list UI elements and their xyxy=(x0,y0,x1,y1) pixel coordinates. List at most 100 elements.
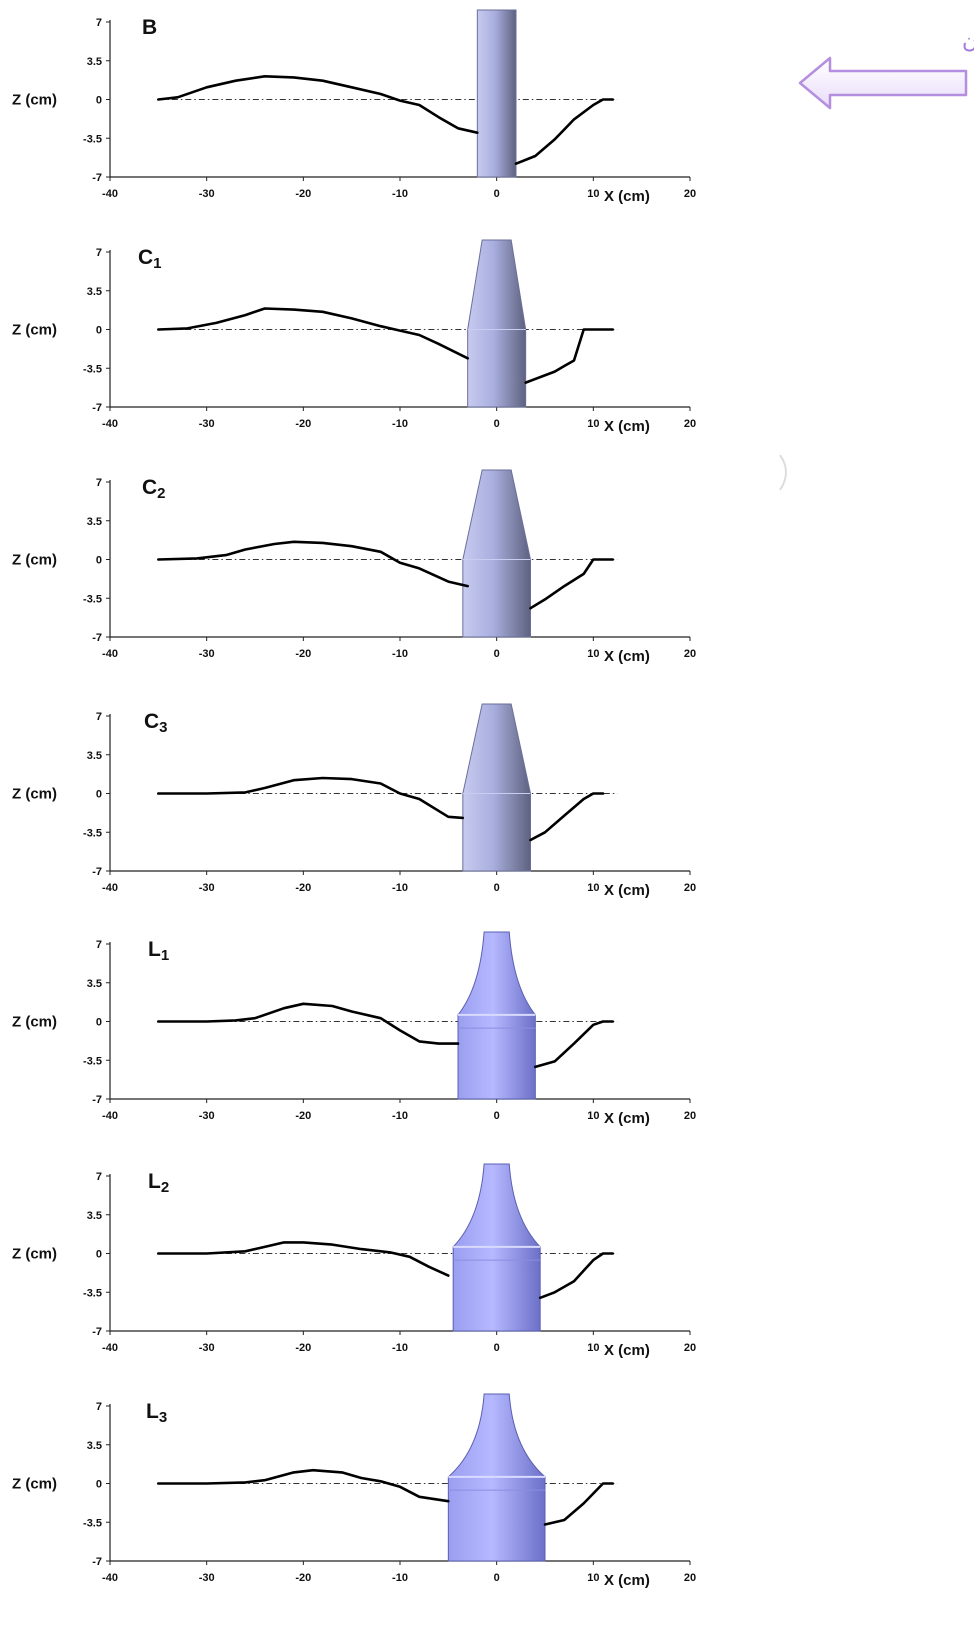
x-tick-label: -20 xyxy=(295,188,311,200)
panel-label-subscript: 1 xyxy=(153,255,161,272)
y-tick-label: 7 xyxy=(96,477,102,489)
y-tick-label: -3.5 xyxy=(83,133,102,145)
x-tick-label: -20 xyxy=(295,1342,311,1354)
y-tick-label: -7 xyxy=(92,172,102,184)
y-tick-label: 7 xyxy=(96,17,102,29)
panel-label: C1 xyxy=(138,246,162,272)
x-tick-label: 10 xyxy=(587,1342,599,1354)
panel-label: C3 xyxy=(144,710,168,736)
y-axis-label: Z (cm) xyxy=(12,786,57,803)
y-tick-label: 7 xyxy=(96,1401,102,1413)
y-tick-label: 7 xyxy=(96,711,102,723)
x-tick-label: 10 xyxy=(587,882,599,894)
panel-label-subscript: 3 xyxy=(159,719,167,736)
panel-label-subscript: 2 xyxy=(157,485,165,502)
y-tick-label: -7 xyxy=(92,632,102,644)
y-tick-label: -7 xyxy=(92,1556,102,1568)
panel-label: L1 xyxy=(148,938,169,964)
y-tick-label: 3.5 xyxy=(87,56,102,68)
x-tick-label: -20 xyxy=(295,1110,311,1122)
y-tick-label: 3.5 xyxy=(87,750,102,762)
x-tick-label: -20 xyxy=(295,648,311,660)
y-tick-label: -3.5 xyxy=(83,827,102,839)
x-tick-label: -10 xyxy=(392,1572,408,1584)
x-tick-label: 0 xyxy=(494,188,500,200)
x-tick-label: -10 xyxy=(392,882,408,894)
x-tick-label: -40 xyxy=(102,882,118,894)
scour-profile-upstream xyxy=(157,1002,460,1045)
y-axis-label: Z (cm) xyxy=(12,322,57,339)
y-tick-label: 0 xyxy=(96,1249,102,1261)
pier-shape xyxy=(462,469,531,638)
panel-label: C2 xyxy=(142,476,166,502)
y-axis-label: Z (cm) xyxy=(12,1476,57,1493)
panel-label-subscript: 3 xyxy=(159,1409,167,1426)
panel-label: L2 xyxy=(148,1170,169,1196)
x-tick-label: 10 xyxy=(587,1572,599,1584)
x-tick-label: -30 xyxy=(199,1572,215,1584)
y-tick-label: 0 xyxy=(96,325,102,337)
x-tick-label: 20 xyxy=(684,1110,696,1122)
x-tick-label: -30 xyxy=(199,188,215,200)
y-axis-label: Z (cm) xyxy=(12,1246,57,1263)
x-tick-label: -40 xyxy=(102,1110,118,1122)
y-tick-label: 0 xyxy=(96,789,102,801)
x-tick-label: 0 xyxy=(494,1342,500,1354)
y-tick-label: 3.5 xyxy=(87,1440,102,1452)
x-tick-label: 20 xyxy=(684,648,696,660)
y-tick-label: 7 xyxy=(96,939,102,951)
x-tick-label: 10 xyxy=(587,418,599,430)
panel-c1: 7 3.5 0 -3.5 -7 Z (cm) -40 -30 -20 -10 0 10 20 X (cm)… xyxy=(12,239,696,435)
y-tick-label: 0 xyxy=(96,555,102,567)
x-tick-label: 20 xyxy=(684,1572,696,1584)
scour-profile-downstream xyxy=(524,328,614,384)
x-axis-label: X (cm) xyxy=(604,188,650,205)
x-tick-label: 0 xyxy=(494,418,500,430)
x-tick-label: -20 xyxy=(295,882,311,894)
y-tick-label: -7 xyxy=(92,866,102,878)
flow-direction-indicator: جهت جریان xyxy=(798,29,974,110)
x-axis-label: X (cm) xyxy=(604,1572,650,1589)
y-tick-label: 7 xyxy=(96,247,102,259)
y-tick-label: 3.5 xyxy=(87,286,102,298)
x-tick-label: 20 xyxy=(684,418,696,430)
y-tick-label: 3.5 xyxy=(87,978,102,990)
y-tick-label: -3.5 xyxy=(83,1517,102,1529)
x-tick-label: -20 xyxy=(295,418,311,430)
panel-b: 7 3.5 0 -3.5 -7 Z (cm) -40 -30 -20 -10 0 10 20 X (cm)… xyxy=(12,9,696,205)
scour-profile-downstream xyxy=(538,1252,614,1300)
y-tick-label: 0 xyxy=(96,1479,102,1491)
scour-profile-downstream xyxy=(529,792,605,842)
scour-profile-upstream xyxy=(157,307,469,360)
scour-profile-upstream xyxy=(157,75,479,134)
y-tick-label: 3.5 xyxy=(87,1210,102,1222)
x-tick-label: -40 xyxy=(102,418,118,430)
x-tick-label: -40 xyxy=(102,648,118,660)
scour-profile-upstream xyxy=(157,776,465,820)
panel-label: L3 xyxy=(146,1400,167,1426)
x-tick-label: 10 xyxy=(587,188,599,200)
x-tick-label: 20 xyxy=(684,188,696,200)
y-tick-label: 7 xyxy=(96,1171,102,1183)
y-axis-label: Z (cm) xyxy=(12,1014,57,1031)
x-tick-label: 0 xyxy=(494,1110,500,1122)
y-tick-label: -3.5 xyxy=(83,1055,102,1067)
x-tick-label: 0 xyxy=(494,648,500,660)
scour-profile-upstream xyxy=(157,1241,450,1277)
panel-label-subscript: 1 xyxy=(161,947,169,964)
y-tick-label: 0 xyxy=(96,1017,102,1029)
y-tick-label: 0 xyxy=(96,95,102,107)
y-tick-label: 3.5 xyxy=(87,516,102,528)
panel-c2: 7 3.5 0 -3.5 -7 Z (cm) -40 -30 -20 -10 0 10 20 X (cm)… xyxy=(12,469,696,665)
flow-direction-label: جهت جریان xyxy=(962,29,974,54)
y-tick-label: -3.5 xyxy=(83,1287,102,1299)
scour-profile-upstream xyxy=(157,1468,450,1503)
x-axis-label: X (cm) xyxy=(604,418,650,435)
x-axis-label: X (cm) xyxy=(604,648,650,665)
x-tick-label: -20 xyxy=(295,1572,311,1584)
panel-label-subscript: 2 xyxy=(161,1179,169,1196)
panel-stack: 73.50-3.5-7Z (cm)-40 -30 -20 -10 0 10 20X (cm)… xyxy=(12,9,696,1589)
pier-shape xyxy=(462,703,531,872)
x-tick-label: -10 xyxy=(392,188,408,200)
panel-l1: 7 3.5 0 -3.5 -7 Z (cm) -40 -30 -20 -10 0 10 20 X (cm)… xyxy=(12,931,696,1127)
